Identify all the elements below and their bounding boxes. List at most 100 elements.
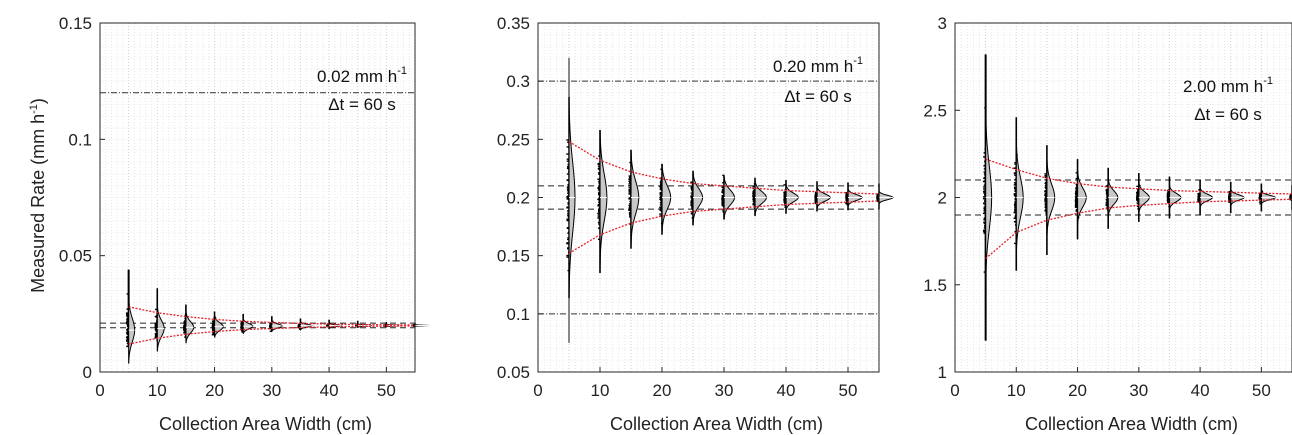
sample-point bbox=[597, 204, 600, 206]
y-tick-label: 0.05 bbox=[497, 363, 530, 382]
sample-point bbox=[1013, 205, 1017, 207]
sample-point bbox=[1045, 203, 1048, 206]
y-tick-label: 3 bbox=[938, 14, 947, 33]
distribution-20cm bbox=[1074, 159, 1087, 240]
sample-point bbox=[1014, 198, 1017, 200]
sample-point bbox=[783, 184, 786, 186]
sample-point bbox=[1228, 199, 1231, 201]
sample-point bbox=[983, 188, 986, 190]
sample-point bbox=[690, 202, 693, 204]
sample-point bbox=[566, 218, 569, 220]
sample-point bbox=[598, 155, 601, 157]
sample-point bbox=[240, 328, 244, 331]
sample-point bbox=[983, 192, 986, 194]
sample-point bbox=[628, 188, 631, 191]
sample-point bbox=[567, 248, 570, 250]
sample-point bbox=[1044, 179, 1047, 181]
sample-point bbox=[1045, 182, 1048, 185]
sample-point bbox=[1013, 193, 1016, 196]
sample-point bbox=[659, 204, 663, 206]
y-tick-label: 0 bbox=[83, 363, 92, 382]
sample-point bbox=[1044, 173, 1047, 175]
y-tick-label: 0.35 bbox=[497, 14, 530, 33]
sample-point bbox=[784, 196, 787, 199]
sample-point bbox=[1014, 216, 1017, 218]
sample-point bbox=[567, 192, 570, 194]
sample-point bbox=[1197, 198, 1200, 201]
sample-point bbox=[783, 192, 786, 195]
sample-point bbox=[845, 199, 848, 201]
sample-point bbox=[597, 213, 600, 215]
distribution-35cm bbox=[752, 177, 767, 217]
sample-point bbox=[126, 317, 129, 320]
sample-point bbox=[566, 179, 570, 182]
sample-point bbox=[1075, 196, 1078, 198]
distribution-40cm bbox=[1197, 180, 1213, 215]
sample-point bbox=[1258, 201, 1262, 203]
sample-point bbox=[126, 293, 129, 295]
sample-point bbox=[211, 334, 215, 336]
sample-point bbox=[1136, 198, 1140, 201]
sample-point bbox=[722, 182, 725, 184]
sample-point bbox=[1074, 205, 1078, 208]
sample-point bbox=[752, 195, 755, 197]
distribution-10cm bbox=[597, 130, 608, 274]
sample-point bbox=[629, 193, 632, 195]
sample-point bbox=[598, 210, 601, 213]
sample-point bbox=[155, 323, 158, 326]
sample-point bbox=[1105, 202, 1108, 204]
sample-point bbox=[597, 167, 600, 170]
sample-point bbox=[1105, 191, 1109, 193]
lower-bound-curve bbox=[568, 200, 880, 254]
sample-point bbox=[1014, 163, 1017, 165]
sample-point bbox=[982, 196, 986, 198]
sample-point bbox=[753, 203, 756, 206]
sample-point bbox=[983, 202, 986, 205]
sample-point bbox=[1105, 185, 1108, 188]
sample-point bbox=[1075, 186, 1079, 189]
sample-point bbox=[154, 335, 158, 337]
x-tick-label: 40 bbox=[777, 381, 796, 400]
sample-point bbox=[690, 186, 694, 188]
sample-point bbox=[566, 167, 570, 170]
distribution-15cm bbox=[183, 304, 195, 344]
sample-point bbox=[1166, 195, 1170, 197]
sample-point bbox=[845, 202, 848, 205]
sample-point bbox=[628, 178, 631, 180]
sample-point bbox=[629, 176, 632, 179]
sample-point bbox=[1106, 192, 1109, 194]
sample-point bbox=[722, 174, 725, 177]
y-tick-label: 0.2 bbox=[506, 189, 530, 208]
sample-point bbox=[629, 208, 632, 211]
sample-point bbox=[629, 200, 632, 203]
sample-point bbox=[241, 330, 244, 332]
y-tick-label: 0.1 bbox=[68, 130, 92, 149]
sample-point bbox=[1259, 196, 1262, 198]
upper-bound-curve bbox=[128, 306, 416, 326]
y-tick-label: 2.5 bbox=[923, 101, 947, 120]
sample-point bbox=[814, 200, 818, 202]
sample-point bbox=[566, 196, 569, 198]
sample-point bbox=[1106, 193, 1109, 195]
sample-point bbox=[1045, 198, 1048, 200]
sample-point bbox=[721, 201, 724, 204]
sample-point bbox=[814, 201, 817, 203]
x-tick-label: 10 bbox=[591, 381, 610, 400]
sample-point bbox=[691, 188, 694, 191]
sample-point bbox=[598, 188, 601, 191]
sample-point bbox=[628, 183, 631, 185]
sample-point bbox=[597, 162, 600, 165]
sample-point bbox=[1198, 201, 1201, 203]
sample-point bbox=[1044, 205, 1048, 207]
y-tick-label: 1 bbox=[938, 363, 947, 382]
sample-point bbox=[566, 186, 569, 188]
sample-point bbox=[660, 199, 663, 202]
distribution-30cm bbox=[721, 174, 736, 220]
sample-point bbox=[567, 247, 570, 249]
sample-point bbox=[983, 176, 986, 179]
sample-point bbox=[566, 242, 569, 245]
y-tick-label: 0.15 bbox=[497, 247, 530, 266]
x-axis-label: Collection Area Width (cm) bbox=[610, 414, 823, 434]
sample-point bbox=[628, 190, 632, 192]
sample-point bbox=[983, 156, 986, 158]
